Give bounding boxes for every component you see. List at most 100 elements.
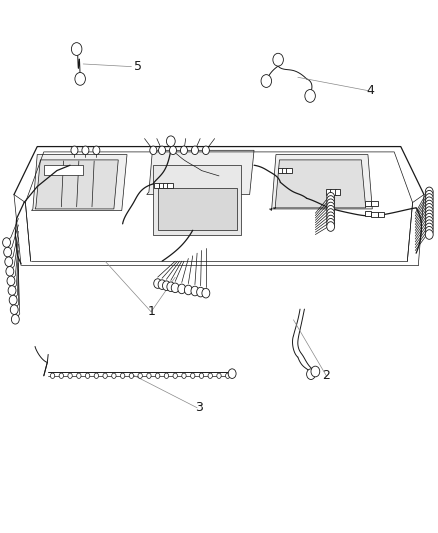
Circle shape (171, 283, 179, 293)
Circle shape (159, 146, 166, 155)
Circle shape (4, 247, 11, 257)
Circle shape (3, 238, 11, 247)
Circle shape (311, 366, 320, 377)
Bar (365, 211, 371, 216)
Circle shape (261, 75, 272, 87)
Circle shape (425, 227, 433, 236)
Circle shape (228, 369, 236, 378)
Bar (163, 183, 168, 188)
Bar (365, 201, 371, 206)
Bar (335, 189, 340, 195)
Circle shape (75, 72, 85, 85)
Circle shape (184, 285, 192, 295)
Text: 5: 5 (134, 60, 142, 73)
Circle shape (191, 146, 198, 155)
Circle shape (9, 295, 17, 305)
Bar (153, 165, 241, 235)
Circle shape (11, 314, 19, 324)
Circle shape (154, 279, 162, 288)
Circle shape (82, 146, 89, 155)
Bar (286, 168, 292, 173)
Circle shape (327, 209, 335, 219)
Circle shape (7, 276, 15, 286)
Circle shape (425, 190, 433, 200)
Circle shape (166, 136, 175, 147)
Circle shape (77, 373, 81, 378)
Circle shape (155, 373, 160, 378)
Bar (278, 168, 283, 173)
Circle shape (138, 373, 142, 378)
Circle shape (327, 199, 335, 208)
Circle shape (425, 197, 433, 206)
Polygon shape (273, 160, 366, 209)
Circle shape (425, 210, 433, 220)
Circle shape (182, 373, 186, 378)
Text: 1: 1 (147, 305, 155, 318)
Text: 4: 4 (366, 84, 374, 97)
Polygon shape (35, 160, 118, 209)
Bar (154, 183, 159, 188)
Circle shape (8, 286, 16, 295)
Bar (167, 183, 173, 188)
Polygon shape (147, 150, 254, 195)
Circle shape (202, 288, 210, 298)
Circle shape (94, 373, 99, 378)
Circle shape (226, 373, 230, 378)
Polygon shape (269, 155, 372, 211)
Circle shape (199, 373, 204, 378)
Circle shape (202, 146, 209, 155)
Circle shape (162, 281, 170, 290)
Circle shape (112, 373, 116, 378)
Circle shape (425, 230, 433, 239)
Circle shape (425, 207, 433, 216)
Circle shape (180, 146, 187, 155)
Text: 3: 3 (195, 401, 203, 414)
Circle shape (173, 373, 177, 378)
Circle shape (85, 373, 90, 378)
Circle shape (68, 373, 72, 378)
Bar (330, 189, 336, 195)
Circle shape (305, 90, 315, 102)
Circle shape (5, 257, 13, 266)
Circle shape (158, 280, 166, 289)
Circle shape (150, 146, 157, 155)
Circle shape (71, 146, 78, 155)
Circle shape (93, 146, 100, 155)
Circle shape (59, 373, 64, 378)
Bar (282, 168, 287, 173)
Circle shape (147, 373, 151, 378)
Circle shape (6, 266, 14, 276)
Circle shape (191, 373, 195, 378)
Bar (158, 188, 237, 230)
Circle shape (327, 212, 335, 222)
Circle shape (425, 220, 433, 230)
Bar (371, 201, 378, 206)
Circle shape (327, 219, 335, 228)
Circle shape (327, 205, 335, 215)
Circle shape (425, 187, 433, 197)
Text: 2: 2 (322, 369, 330, 382)
Circle shape (425, 193, 433, 203)
Bar (159, 183, 164, 188)
Polygon shape (32, 155, 127, 211)
Circle shape (11, 305, 18, 314)
Circle shape (327, 222, 335, 231)
Bar (371, 212, 378, 217)
Circle shape (327, 192, 335, 202)
Circle shape (208, 373, 212, 378)
Circle shape (167, 282, 175, 292)
Bar (44, 165, 83, 175)
Circle shape (425, 200, 433, 210)
Circle shape (129, 373, 134, 378)
Circle shape (103, 373, 107, 378)
Circle shape (71, 43, 82, 55)
Circle shape (273, 53, 283, 66)
Circle shape (307, 369, 315, 379)
Circle shape (50, 373, 55, 378)
Bar (326, 189, 331, 195)
Circle shape (425, 213, 433, 223)
Circle shape (425, 223, 433, 233)
Circle shape (425, 216, 433, 226)
Circle shape (191, 286, 199, 296)
Bar (378, 212, 384, 217)
